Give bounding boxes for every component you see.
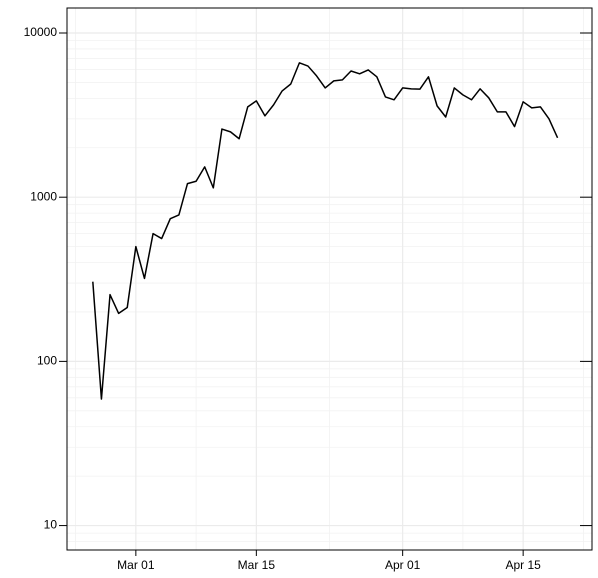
line	[92, 62, 559, 400]
x-tick-label: Apr 15	[505, 558, 541, 572]
x-tick-label: Mar 15	[238, 558, 276, 572]
y-tick-label: 1000	[30, 189, 57, 203]
x-tick-label: Apr 01	[385, 558, 421, 572]
x-tick-label: Mar 01	[117, 558, 155, 572]
y-tick-label: 10	[44, 518, 58, 532]
y-tick-label: 100	[37, 354, 57, 368]
plot-border	[66, 7, 593, 551]
y-tick-label: 10000	[24, 25, 58, 39]
